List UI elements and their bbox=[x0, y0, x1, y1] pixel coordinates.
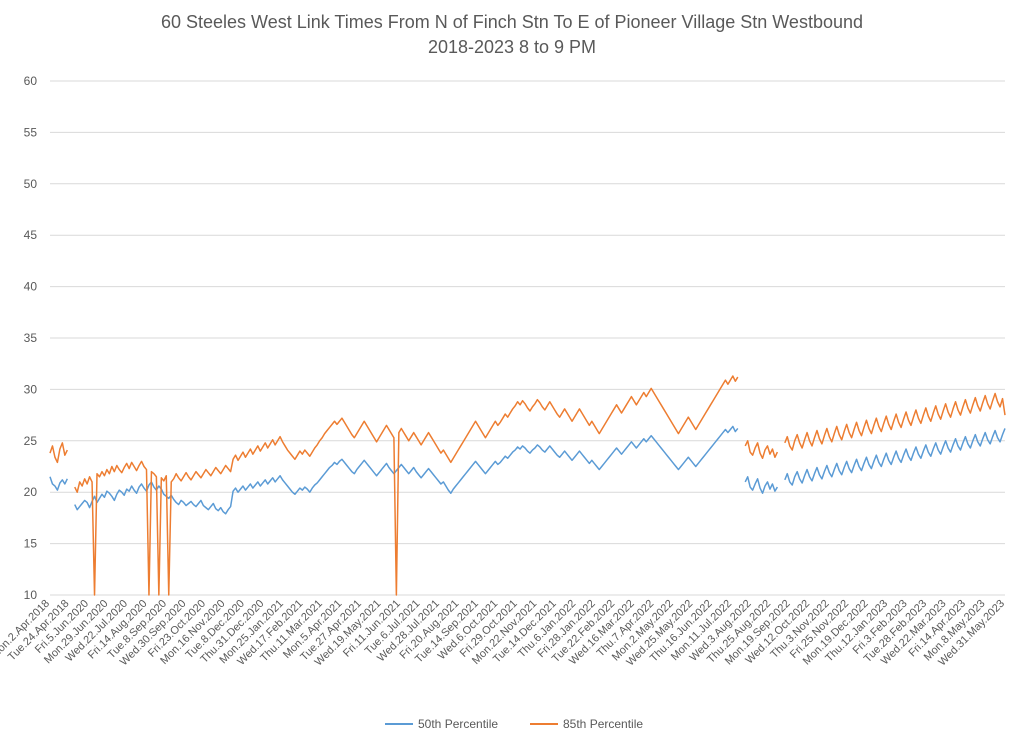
y-tick-label: 20 bbox=[24, 485, 38, 499]
y-tick-label: 10 bbox=[24, 588, 38, 602]
y-axis: 10 15 20 25 30 35 40 45 50 55 60 bbox=[24, 74, 38, 602]
y-tick-label: 25 bbox=[24, 434, 38, 448]
series-line-50th bbox=[784, 428, 1006, 486]
series-line-85th bbox=[49, 442, 68, 464]
series-lines bbox=[49, 375, 1006, 596]
series-line-85th bbox=[74, 375, 739, 596]
y-tick-label: 40 bbox=[24, 280, 38, 294]
chart-subtitle: 2018-2023 8 to 9 PM bbox=[427, 37, 597, 57]
legend: 50th Percentile 85th Percentile bbox=[385, 717, 643, 731]
y-tick-label: 45 bbox=[24, 228, 38, 242]
series-line-50th bbox=[74, 425, 739, 515]
y-tick-label: 35 bbox=[24, 331, 38, 345]
series-line-50th bbox=[49, 476, 68, 491]
x-axis: Mon.2.Apr.2018Tue.24.Apr.2018Fri.5.Jun.2… bbox=[0, 598, 1007, 669]
gridlines bbox=[50, 80, 1005, 596]
y-tick-label: 15 bbox=[24, 537, 38, 551]
y-tick-label: 50 bbox=[24, 177, 38, 191]
series-line-85th bbox=[784, 392, 1006, 451]
legend-label: 85th Percentile bbox=[563, 717, 643, 731]
legend-label: 50th Percentile bbox=[418, 717, 498, 731]
series-line-50th bbox=[744, 476, 779, 494]
y-tick-label: 30 bbox=[24, 382, 38, 396]
chart-title: 60 Steeles West Link Times From N of Fin… bbox=[160, 12, 864, 32]
series-line-85th bbox=[744, 440, 779, 460]
y-tick-label: 55 bbox=[24, 125, 38, 139]
y-tick-label: 60 bbox=[24, 74, 38, 88]
